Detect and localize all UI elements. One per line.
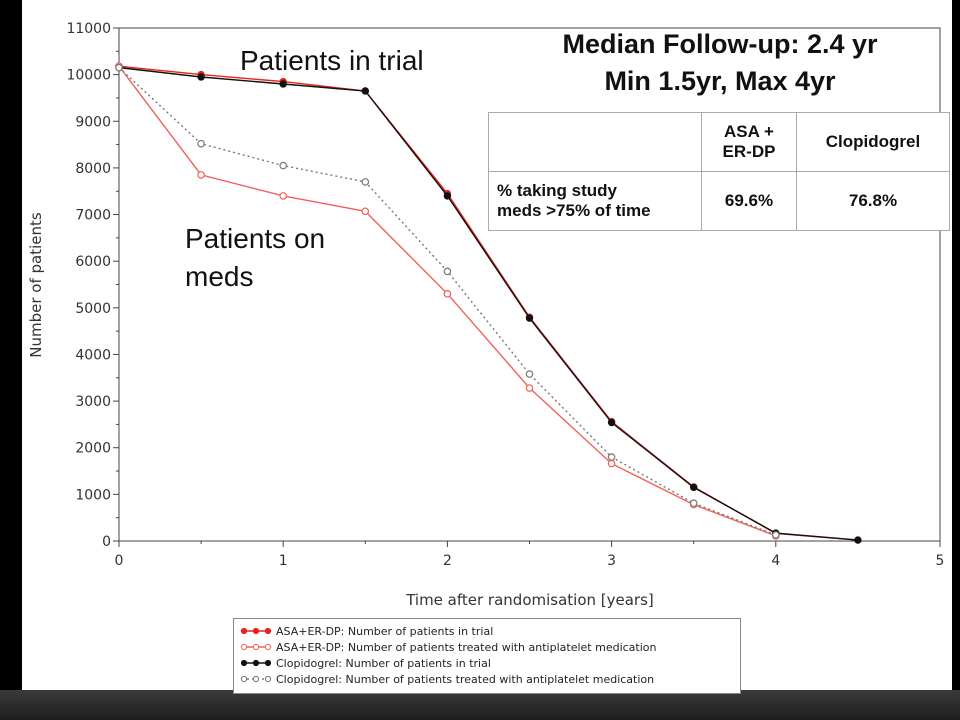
stats-value-clopidogrel: 76.8% — [796, 171, 950, 231]
y-tick-label: 6000 — [75, 254, 111, 270]
stats-row-label: % taking study meds >75% of time — [488, 171, 702, 231]
data-point — [443, 267, 452, 276]
stats-table: ASA + ER-DP Clopidogrel % taking study m… — [488, 112, 950, 231]
y-axis-title: Number of patients — [27, 212, 45, 358]
data-point — [361, 178, 370, 186]
stats-header-clopidogrel-label: Clopidogrel — [825, 132, 921, 151]
legend-swatch-clop-meds — [240, 675, 272, 683]
stats-header-asa-line1: ASA + — [724, 122, 774, 141]
legend-swatch-marker — [240, 627, 248, 635]
stats-data-row: % taking study meds >75% of time 69.6% 7… — [488, 171, 950, 231]
data-point — [690, 483, 698, 492]
legend-swatch-marker — [264, 643, 272, 651]
legend-swatch-marker — [240, 643, 248, 651]
y-tick-label: 0 — [102, 534, 111, 550]
data-point — [197, 139, 205, 148]
follow-up-line2: Min 1.5yr, Max 4yr — [604, 66, 836, 96]
legend-swatch-clop-trial — [240, 659, 272, 667]
annotation-in-trial: Patients in trial — [240, 45, 424, 76]
annotation-on-meds-line2: meds — [185, 261, 253, 292]
legend-swatch-marker — [252, 675, 260, 683]
x-tick-label: 0 — [115, 553, 124, 569]
y-tick-label: 8000 — [75, 161, 111, 177]
data-point — [361, 87, 369, 95]
data-point — [854, 536, 862, 544]
legend-label: ASA+ER-DP: Number of patients treated wi… — [276, 640, 657, 654]
legend-swatch-marker — [264, 659, 272, 667]
y-tick-label: 3000 — [75, 394, 111, 410]
data-point — [279, 80, 287, 88]
y-tick-label: 10000 — [66, 68, 111, 84]
y-tick-label: 2000 — [75, 441, 111, 457]
stats-header-asa: ASA + ER-DP — [701, 112, 797, 172]
stats-row-label-line2: meds >75% of time — [497, 201, 651, 220]
y-tick-label: 7000 — [75, 208, 111, 224]
stats-value-clopidogrel-text: 76.8% — [848, 191, 898, 210]
legend-label: Clopidogrel: Number of patients in trial — [276, 656, 491, 670]
stats-header-row: ASA + ER-DP Clopidogrel — [488, 112, 950, 172]
y-tick-label: 4000 — [75, 347, 111, 363]
y-tick-label: 11000 — [66, 21, 111, 37]
data-point — [197, 171, 205, 179]
series-group — [115, 62, 862, 544]
stats-corner-cell — [488, 112, 702, 172]
data-point — [689, 499, 698, 508]
legend-item: Clopidogrel: Number of patients in trial — [240, 655, 734, 671]
data-point — [525, 314, 534, 322]
legend-swatch-marker — [240, 675, 248, 683]
y-tick-label: 9000 — [75, 114, 111, 130]
x-axis-title: Time after randomisation [years] — [405, 591, 654, 609]
legend-label: ASA+ER-DP: Number of patients in trial — [276, 624, 494, 638]
series-line-3 — [118, 67, 777, 536]
x-tick-label: 3 — [607, 553, 616, 569]
x-tick-label: 2 — [443, 553, 452, 569]
stats-header-clopidogrel: Clopidogrel — [796, 112, 950, 172]
y-tick-label: 1000 — [75, 487, 111, 503]
x-tick-label: 1 — [279, 553, 288, 569]
data-point — [443, 290, 452, 298]
y-tick-label: 5000 — [75, 301, 111, 317]
legend-swatch-marker — [252, 627, 260, 635]
data-point — [607, 453, 616, 461]
data-point — [525, 370, 534, 378]
data-point — [607, 418, 616, 427]
legend-item: ASA+ER-DP: Number of patients in trial — [240, 623, 734, 639]
legend-swatch-marker — [264, 675, 272, 683]
data-point — [525, 384, 534, 392]
legend-swatch-marker — [252, 643, 260, 651]
stats-header-asa-line2: ER-DP — [722, 142, 776, 161]
data-point — [279, 161, 288, 170]
follow-up-line1: Median Follow-up: 2.4 yr — [562, 29, 878, 59]
data-point — [607, 459, 616, 468]
data-point — [115, 63, 123, 72]
stats-value-asa: 69.6% — [701, 171, 797, 231]
legend-item: Clopidogrel: Number of patients treated … — [240, 671, 734, 687]
legend-swatch-asa-meds — [240, 643, 272, 651]
legend-item: ASA+ER-DP: Number of patients treated wi… — [240, 639, 734, 655]
data-point — [197, 73, 205, 81]
data-point — [361, 207, 370, 216]
data-point — [443, 192, 452, 200]
legend-swatch-asa-trial — [240, 627, 272, 635]
stats-row-label-line1: % taking study — [497, 181, 617, 200]
legend-swatch-marker — [264, 627, 272, 635]
legend-swatch-marker — [252, 659, 260, 667]
legend: ASA+ER-DP: Number of patients in trial A… — [233, 618, 741, 694]
legend-label: Clopidogrel: Number of patients treated … — [276, 672, 655, 686]
stats-value-asa-text: 69.6% — [724, 191, 774, 210]
data-point — [279, 192, 288, 200]
legend-swatch-marker — [240, 659, 248, 667]
data-point — [771, 531, 780, 539]
x-tick-label: 5 — [936, 553, 945, 569]
labels-group: Number of patients Time after randomisat… — [27, 29, 878, 609]
series-line-2 — [118, 66, 858, 541]
axes-group: 0 1000 2000 3000 4000 5000 6000 7000 8000 9000 100… — [66, 21, 944, 569]
annotation-on-meds-line1: Patients on — [185, 223, 325, 254]
bottom-bar — [0, 690, 960, 720]
x-tick-label: 4 — [771, 553, 780, 569]
